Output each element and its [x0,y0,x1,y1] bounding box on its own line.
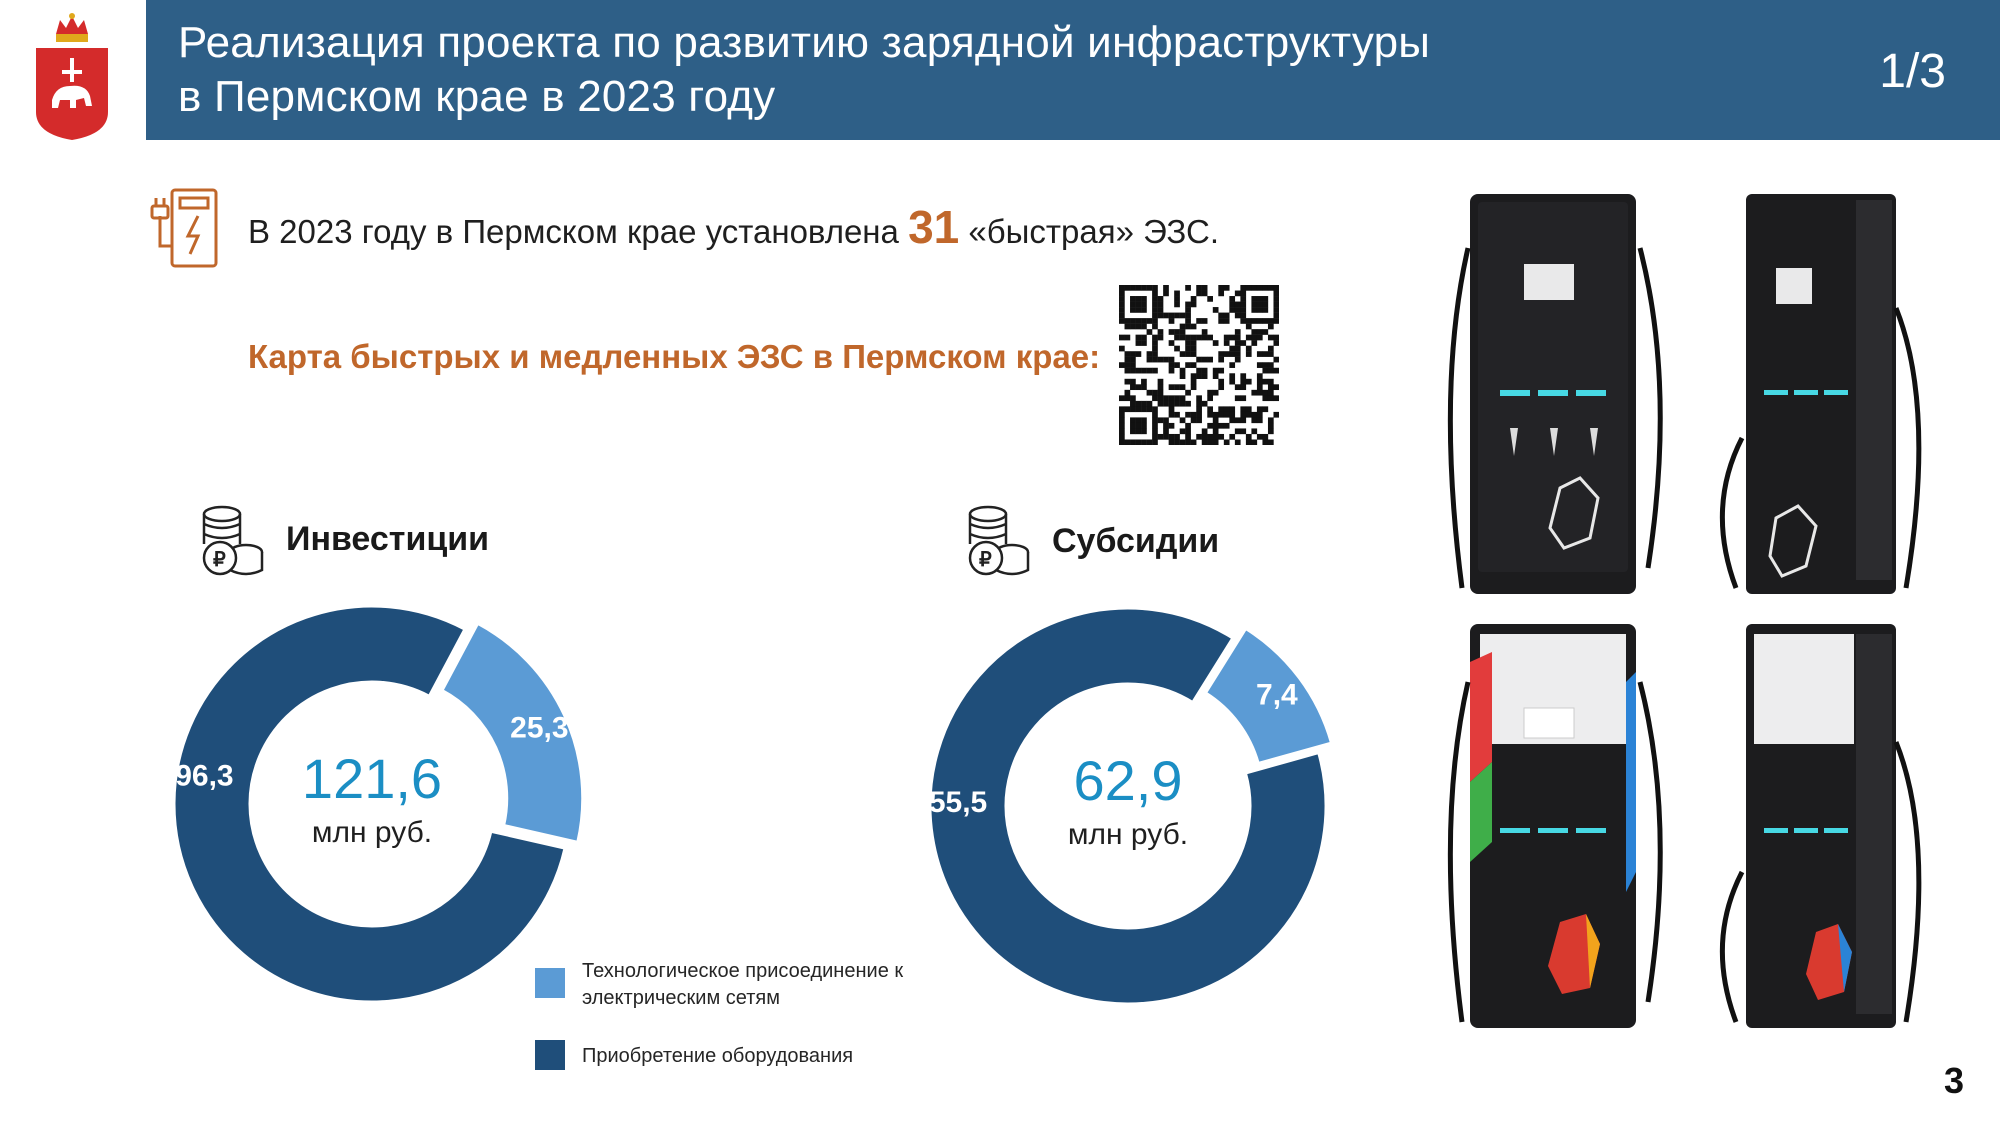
donut-segment-grid-connection [1203,626,1334,766]
coins-ruble-icon: ₽ [202,505,264,576]
coins-ruble-icon: ₽ [968,505,1030,576]
subsidies-donut-chart: 62,9 млн руб. 55,5 7,4 [928,606,1334,1006]
data-label-equipment: 55,5 [929,786,987,819]
svg-text:₽: ₽ [979,549,992,571]
charging-station-photo [1447,624,1663,1028]
page-title-line-2: в Пермском крае в 2023 году [178,72,776,121]
legend-label-equipment: Приобретение оборудования [582,1045,854,1067]
investments-total: 121,6 [302,747,442,810]
legend-label-grid-connection: Технологическое присоединение к электрич… [582,960,904,1009]
svg-text:₽: ₽ [213,549,226,571]
investments-title: Инвестиции [286,520,490,558]
installed-stations-text: В 2023 году в Пермском крае установлена … [248,200,1219,254]
intro-suffix: «быстрая» ЭЗС. [959,213,1219,250]
page-number: 3 [1943,1060,1964,1101]
charging-station-photo [1719,194,1922,594]
donut-segment-grid-connection [439,621,585,845]
investments-unit: млн руб. [312,816,432,849]
data-label-equipment: 96,3 [175,759,233,792]
subsidies-unit: млн руб. [1068,818,1188,851]
subsidies-total: 62,9 [1074,749,1183,812]
qr-code-icon[interactable] [1119,285,1279,445]
page-title-line-1: Реализация проекта по развитию зарядной … [178,18,1431,67]
charging-station-photo [1447,194,1663,594]
charging-station-icon [150,188,218,268]
stations-count: 31 [908,201,960,253]
investments-donut-chart: 121,6 млн руб. 96,3 25,3 [172,604,585,1004]
title-banner: Реализация проекта по развитию зарядной … [146,0,2000,140]
data-label-grid-connection: 25,3 [510,712,568,745]
slide-counter: 1/3 [1879,45,1946,98]
intro-prefix: В 2023 году в Пермском крае установлена [248,213,909,250]
legend-swatch-grid-connection [535,968,565,998]
donut-segment-equipment [928,606,1328,1006]
charging-station-photo [1719,624,1922,1028]
map-link-label: Карта быстрых и медленных ЭЗС в Пермском… [248,338,1101,375]
subsidies-title: Субсидии [1052,522,1220,560]
perm-krai-emblem-icon [36,13,108,140]
legend-swatch-equipment [535,1040,565,1070]
donut-segment-equipment [172,604,567,1004]
data-label-grid-connection: 7,4 [1256,679,1298,712]
